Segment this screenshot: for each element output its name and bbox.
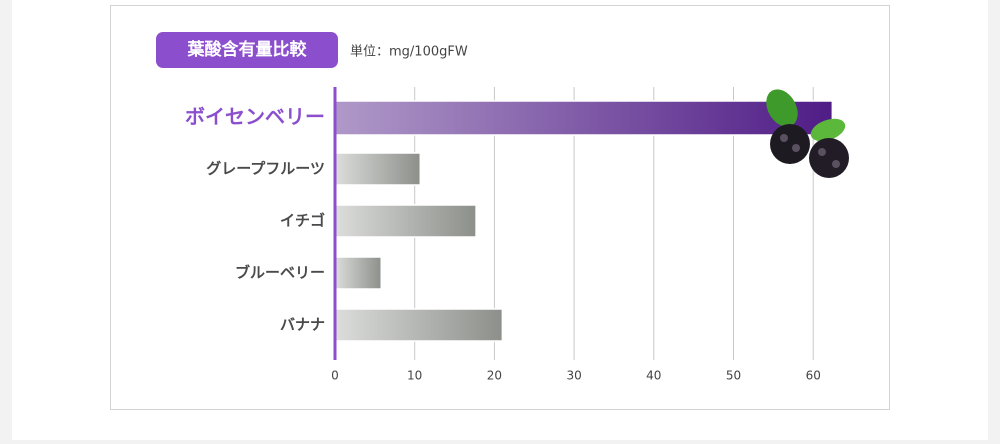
x-tick-label: 40 [646,369,661,383]
x-tick-label: 0 [331,369,339,383]
x-tick-label: 60 [806,369,821,383]
x-tick-label: 50 [726,369,741,383]
y-tick-label: ボイセンベリー [185,105,325,129]
x-tick-label: 20 [487,369,502,383]
bar [334,152,422,186]
chart-title: 葉酸含有量比較 [187,39,308,60]
title-badge [156,32,338,68]
bar [334,256,382,290]
x-tick-label: 30 [566,369,581,383]
y-tick-label: バナナ [280,316,325,334]
chart-frame [110,5,890,410]
bar [334,308,504,342]
unit-label: 単位：mg/100gFW [350,44,468,60]
berries-decoration [766,89,849,178]
x-tick-label: 10 [407,369,422,383]
y-tick-label: ブルーベリー [235,264,325,282]
y-tick-label: グレープフルーツ [206,160,325,178]
y-tick-label: イチゴ [280,212,325,230]
bar [334,100,834,136]
bar [334,204,477,238]
